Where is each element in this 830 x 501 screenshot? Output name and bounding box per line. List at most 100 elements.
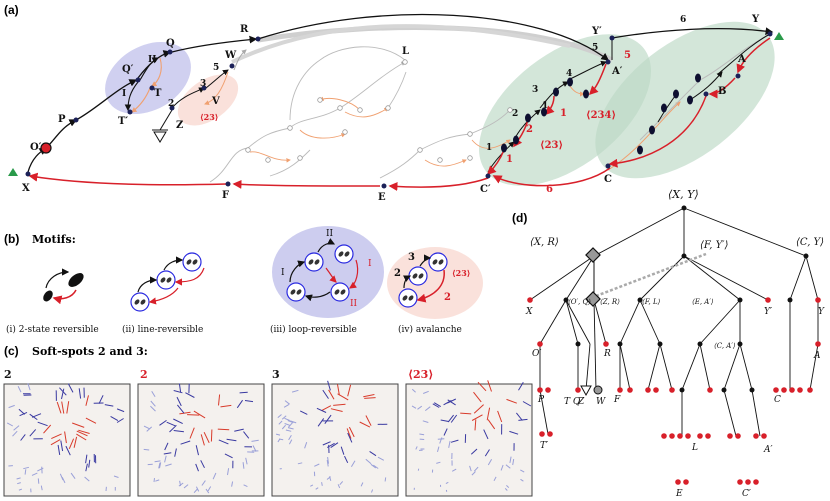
tree-XR: ⟨X, R⟩ bbox=[530, 237, 559, 248]
displacement-arrow bbox=[217, 428, 230, 431]
displacement-arrow bbox=[201, 480, 206, 486]
displacement-arrow bbox=[281, 424, 286, 430]
displacement-arrow bbox=[330, 442, 339, 449]
displacement-arrow bbox=[447, 414, 454, 423]
leaf-Y: Y bbox=[818, 307, 825, 317]
displacement-arrow bbox=[278, 420, 283, 425]
displacement-arrow bbox=[316, 407, 327, 413]
displacement-arrow bbox=[365, 458, 372, 465]
tree-root: ⟨X, Y⟩ bbox=[668, 188, 699, 201]
displacement-arrow bbox=[348, 426, 355, 438]
node-A: A bbox=[737, 54, 746, 65]
node-O-prime: O′ bbox=[30, 142, 42, 153]
displacement-arrow bbox=[218, 394, 221, 406]
displacement-arrow bbox=[37, 421, 48, 427]
displacement-arrow bbox=[23, 466, 30, 470]
displacement-arrow bbox=[12, 430, 18, 437]
tree-FL: ⟨F, L⟩ bbox=[642, 298, 661, 306]
displacement-arrow bbox=[284, 423, 290, 426]
displacement-arrow bbox=[16, 477, 21, 480]
panel-a-label: (a) bbox=[4, 3, 19, 17]
displacement-arrow bbox=[17, 385, 22, 393]
displacement-arrow bbox=[518, 382, 524, 391]
panel-b-label: (b) bbox=[4, 232, 19, 246]
green-num-1: 1 bbox=[486, 143, 492, 153]
displacement-arrow bbox=[448, 440, 451, 448]
displacement-arrow bbox=[224, 453, 233, 459]
tree-edges bbox=[529, 207, 819, 437]
displacement-arrow bbox=[207, 486, 212, 492]
displacement-arrow bbox=[195, 463, 199, 472]
displacement-arrow bbox=[24, 469, 27, 475]
displacement-arrow bbox=[72, 422, 85, 428]
displacement-arrow bbox=[50, 439, 61, 446]
displacement-arrow bbox=[178, 482, 184, 487]
displacement-arrow bbox=[451, 468, 457, 472]
caption-2-state: (i) 2-state reversible bbox=[6, 324, 99, 335]
displacement-arrow bbox=[76, 433, 87, 441]
tree-z-triangle bbox=[580, 385, 592, 397]
node-R: R bbox=[240, 24, 249, 35]
node-E: E bbox=[378, 192, 386, 203]
node-X: X bbox=[22, 183, 30, 194]
displacement-arrow bbox=[176, 396, 182, 407]
leaf-F: F bbox=[613, 395, 621, 405]
displacement-arrow bbox=[337, 484, 341, 489]
displacement-arrow bbox=[59, 387, 67, 396]
node-Q-prime: Q′ bbox=[122, 64, 134, 75]
displacement-arrow bbox=[304, 442, 308, 449]
red-2: 2 bbox=[526, 124, 533, 135]
displacement-arrow bbox=[297, 462, 303, 465]
displacement-arrow bbox=[85, 454, 88, 464]
displacement-arrow bbox=[178, 383, 182, 393]
displacement-arrow bbox=[500, 464, 504, 471]
displacement-arrow bbox=[321, 482, 323, 486]
panel-d-label: (d) bbox=[512, 211, 527, 225]
displacement-arrow bbox=[169, 424, 177, 433]
green-num-3: 3 bbox=[532, 85, 538, 95]
avalanche-region bbox=[177, 74, 239, 126]
displacement-arrow bbox=[288, 439, 293, 445]
displacement-arrow bbox=[493, 476, 497, 482]
displacement-arrow bbox=[6, 422, 14, 427]
motif-iii-II: II bbox=[326, 229, 334, 239]
displacement-arrow bbox=[460, 412, 472, 415]
green-num-2: 2 bbox=[512, 109, 518, 119]
displacement-arrow bbox=[506, 398, 517, 404]
panel-label-2-red: 2 bbox=[140, 368, 148, 381]
displacement-arrow bbox=[242, 462, 245, 469]
displacement-arrow bbox=[473, 391, 482, 403]
displacement-arrow bbox=[347, 432, 353, 443]
displacement-arrow bbox=[350, 460, 356, 467]
tree-CY: ⟨C, Y⟩ bbox=[796, 237, 824, 248]
displacement-arrow bbox=[509, 430, 519, 435]
motif-iii-Ir: I bbox=[368, 259, 372, 269]
red-234: ⟨234⟩ bbox=[586, 110, 616, 121]
displacement-arrow bbox=[504, 488, 508, 491]
displacement-arrow bbox=[76, 430, 88, 437]
displacement-arrow bbox=[179, 480, 182, 487]
displacement-arrow bbox=[195, 445, 199, 456]
displacement-arrow bbox=[424, 406, 431, 411]
displacement-arrow bbox=[68, 438, 75, 449]
motifs-title: Motifs: bbox=[32, 233, 76, 246]
displacement-arrow bbox=[173, 430, 184, 433]
red-1a: 1 bbox=[506, 154, 513, 165]
node-B: B bbox=[718, 86, 726, 97]
displacement-arrow bbox=[288, 422, 293, 428]
displacement-arrow bbox=[279, 438, 284, 441]
displacement-arrow bbox=[98, 395, 104, 404]
red-23: ⟨23⟩ bbox=[540, 140, 563, 151]
displacement-arrow bbox=[360, 482, 364, 487]
green-triangle-right bbox=[774, 32, 784, 40]
displacement-arrow bbox=[447, 399, 456, 406]
displacement-arrow bbox=[195, 486, 200, 492]
motif-loop-reversible bbox=[286, 244, 354, 302]
displacement-arrow bbox=[326, 476, 331, 480]
displacement-arrow bbox=[337, 384, 340, 396]
displacement-arrow bbox=[143, 448, 150, 451]
displacement-arrow bbox=[210, 429, 213, 442]
caption-loop-reversible: (iii) loop-reversible bbox=[270, 324, 357, 335]
displacement-arrow bbox=[377, 456, 385, 461]
